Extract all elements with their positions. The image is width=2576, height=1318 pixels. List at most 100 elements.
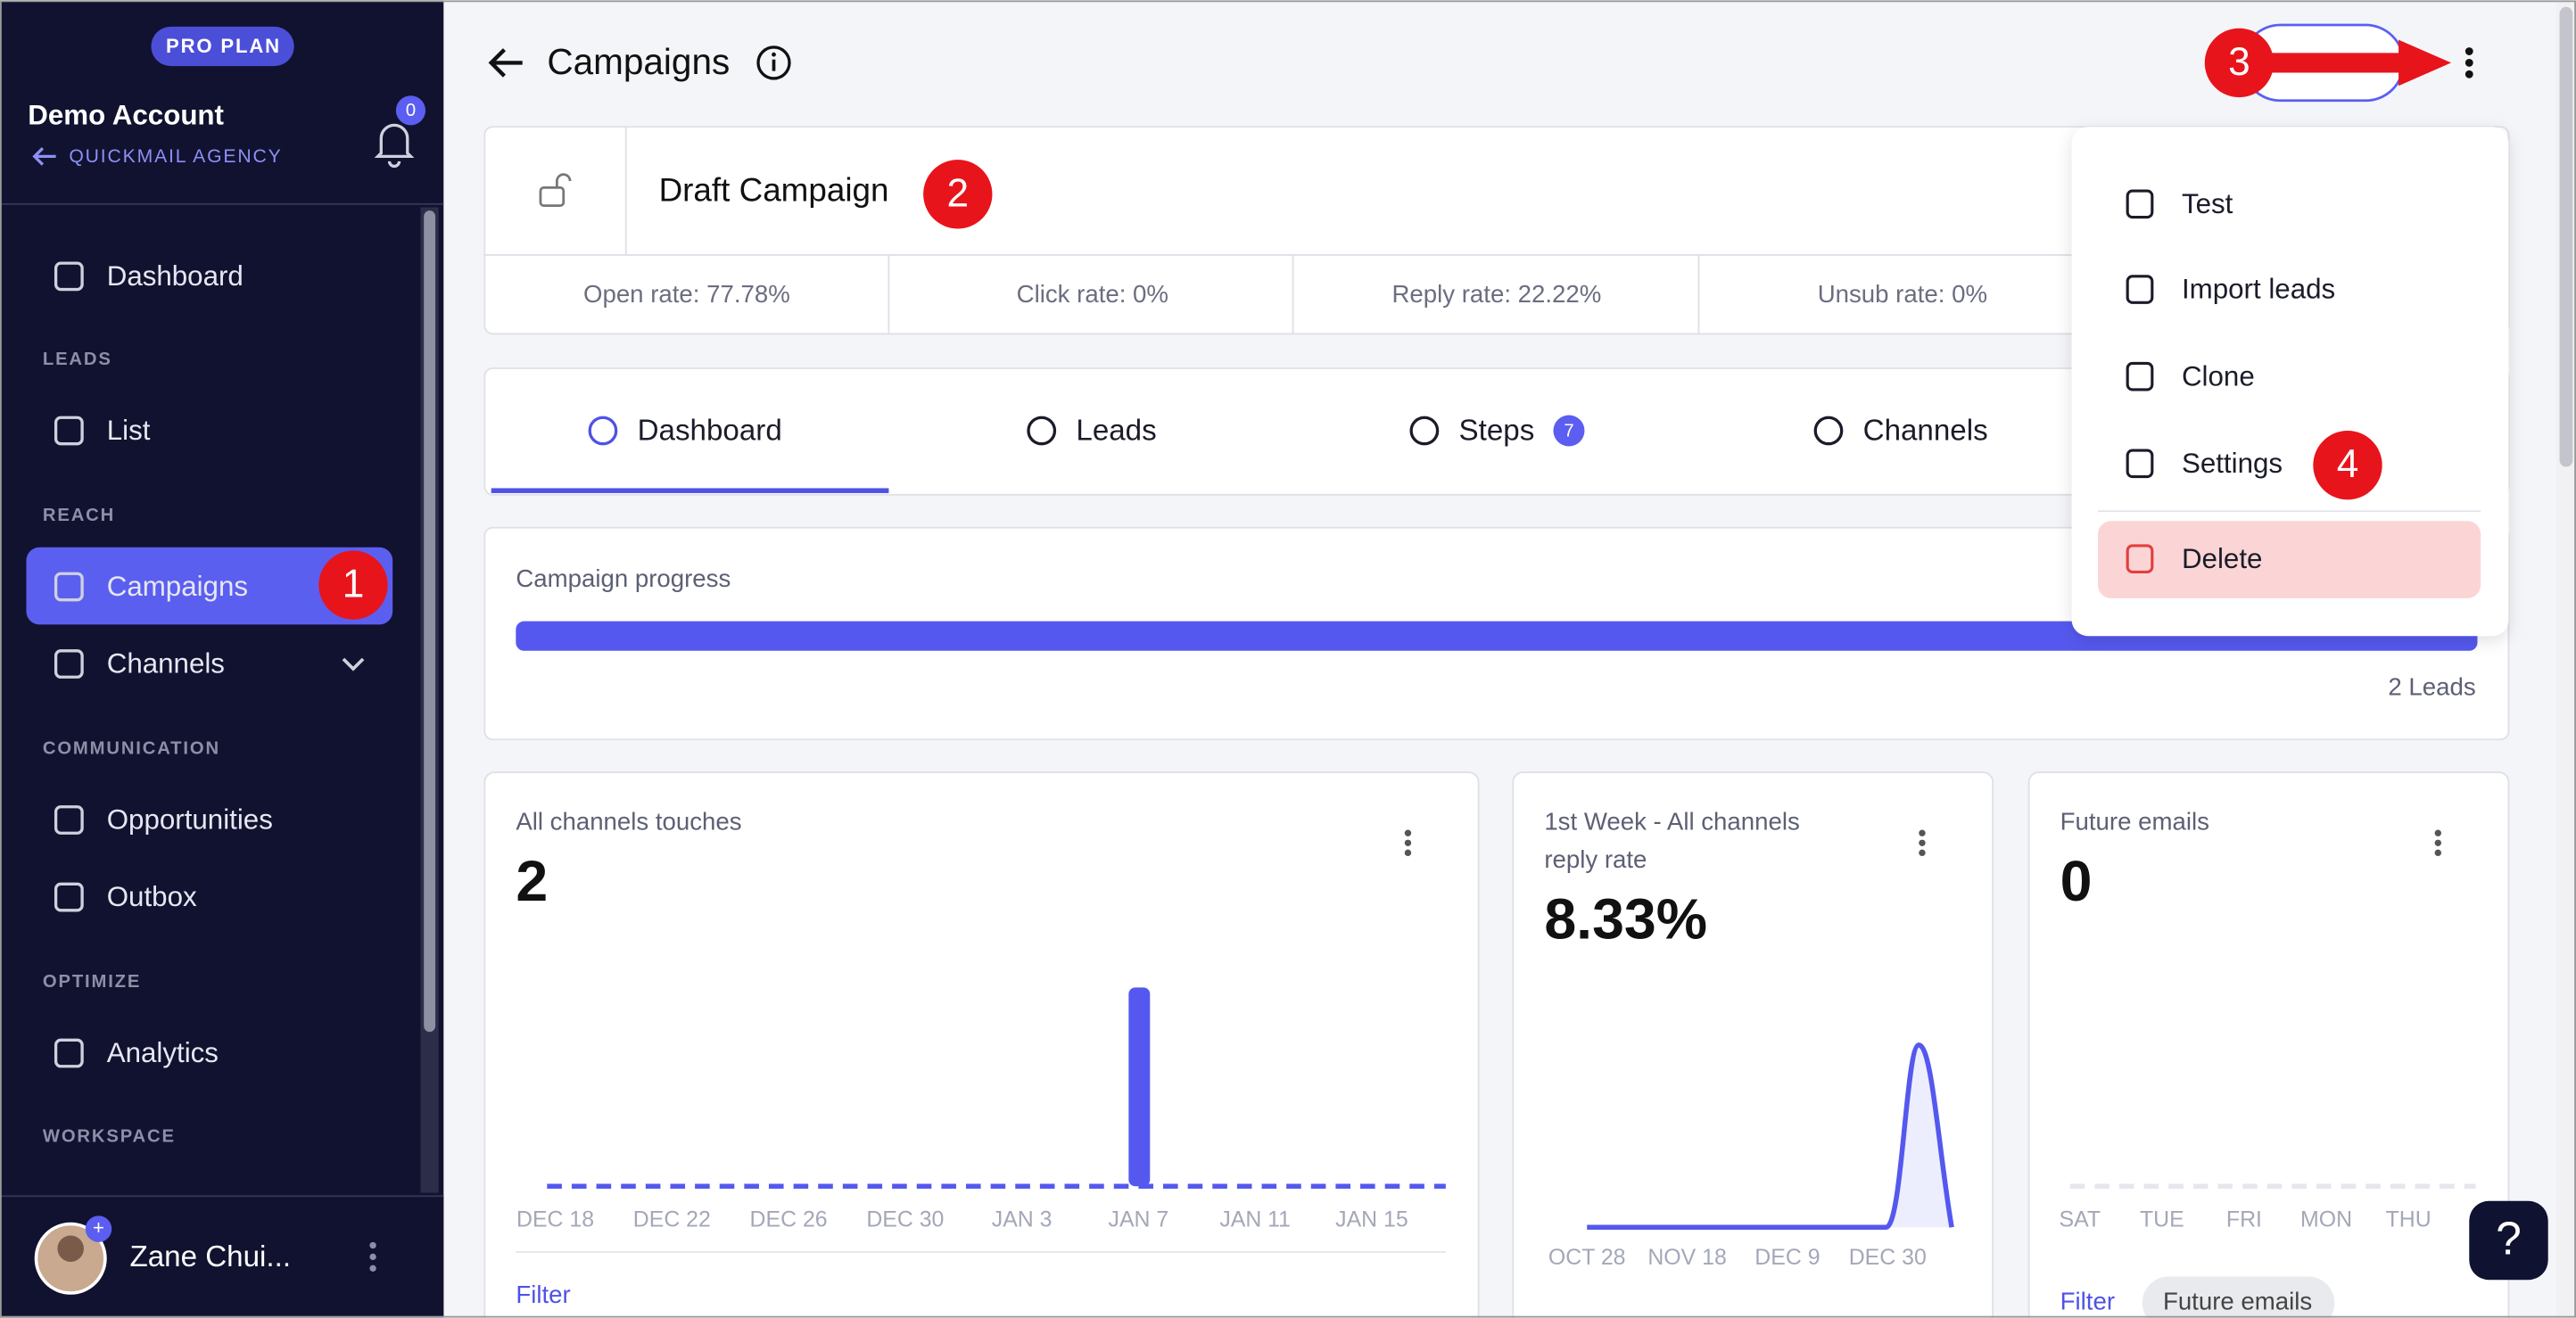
x-tick-label: DEC 22 bbox=[633, 1207, 711, 1232]
tab[interactable]: Dashboard bbox=[638, 415, 782, 448]
nav-icon bbox=[54, 882, 84, 912]
back-icon bbox=[32, 147, 56, 166]
tab-badge-label: 7 bbox=[1564, 421, 1573, 441]
chevron[interactable] bbox=[342, 657, 365, 671]
tab-icon bbox=[1813, 416, 1844, 446]
avatar-badge-label: + bbox=[93, 1216, 104, 1239]
nav-icon bbox=[54, 572, 84, 602]
notification-count: 0 bbox=[406, 101, 416, 120]
nav-icon bbox=[54, 649, 84, 679]
card-menu[interactable] bbox=[2434, 829, 2441, 857]
tab-icon bbox=[588, 416, 618, 446]
filter-link[interactable]: Filter bbox=[516, 1281, 570, 1308]
nav-item[interactable]: Channels bbox=[107, 648, 225, 680]
menu-item[interactable]: Import leads bbox=[2182, 274, 2335, 305]
card-menu[interactable] bbox=[1404, 829, 1412, 857]
page-title: Campaigns bbox=[547, 41, 730, 82]
nav-item[interactable]: Campaigns bbox=[107, 571, 248, 602]
x-tick-label: JAN 3 bbox=[992, 1207, 1053, 1232]
campaign-name[interactable]: Draft Campaign bbox=[659, 172, 889, 209]
tab-icon bbox=[1409, 416, 1440, 446]
stat: Open rate: 77.78% bbox=[583, 280, 790, 308]
annotations: 1 2 3 4 bbox=[318, 28, 2382, 620]
annotation-marker bbox=[318, 550, 388, 620]
info-icon-dot bbox=[772, 52, 776, 57]
more-button[interactable] bbox=[2465, 47, 2473, 78]
tab[interactable]: Channels bbox=[1863, 415, 1988, 448]
x-tick-label: JAN 11 bbox=[1219, 1207, 1291, 1232]
card-title: reply rate bbox=[1544, 845, 1647, 873]
sidebar bbox=[0, 0, 444, 1318]
nav-item[interactable]: Opportunities bbox=[107, 804, 273, 836]
stats: Open rate: 77.78% Click rate: 0% Reply rat… bbox=[583, 254, 2104, 334]
stat-card bbox=[1512, 771, 1994, 1318]
nav-item[interactable]: Outbox bbox=[107, 881, 197, 912]
stat-card bbox=[483, 771, 1480, 1318]
menu-icon bbox=[2126, 449, 2154, 479]
annotation-label: 4 bbox=[2337, 442, 2359, 486]
user-menu[interactable] bbox=[369, 1241, 376, 1273]
nav-icon bbox=[54, 1038, 84, 1068]
menu-icon bbox=[2126, 189, 2154, 219]
card-menu[interactable] bbox=[1919, 829, 1926, 857]
x-tick-label: JAN 15 bbox=[1335, 1207, 1408, 1232]
bell-icon[interactable] bbox=[374, 123, 415, 169]
page-scrollbar bbox=[2559, 6, 2573, 467]
nav-item[interactable]: Analytics bbox=[107, 1037, 219, 1068]
stat: Click rate: 0% bbox=[1017, 280, 1168, 308]
x-tick-label: THU bbox=[2386, 1207, 2432, 1232]
stat: Unsub rate: 0% bbox=[1818, 280, 1987, 308]
nav-icon bbox=[54, 805, 84, 835]
card-value: 0 bbox=[2060, 849, 2093, 913]
info-icon[interactable] bbox=[756, 45, 791, 80]
lock-icon[interactable] bbox=[539, 186, 566, 208]
agency-link[interactable]: QUICKMAIL AGENCY bbox=[69, 146, 282, 167]
card-title: 1st Week - All channels bbox=[1544, 807, 1799, 835]
filter-chip-label: Future emails bbox=[2163, 1287, 2312, 1314]
stat: Reply rate: 22.22% bbox=[1391, 280, 1601, 308]
nav-item[interactable]: List bbox=[107, 415, 151, 446]
progress-bar bbox=[516, 621, 2478, 651]
tab[interactable]: Steps bbox=[1459, 415, 1535, 448]
x-tick-label: FRI bbox=[2226, 1207, 2262, 1232]
menu-item[interactable]: Test bbox=[2182, 188, 2233, 219]
active-tab-indicator bbox=[491, 488, 889, 493]
nav-item[interactable]: Dashboard bbox=[107, 260, 244, 292]
sidebar-scrollbar bbox=[424, 210, 436, 1033]
x-tick-label: SAT bbox=[2060, 1207, 2101, 1232]
annotation-marker bbox=[2313, 430, 2382, 500]
plan-label: PRO PLAN bbox=[166, 35, 281, 57]
tab[interactable]: Leads bbox=[1076, 415, 1156, 448]
nav-section: REACH bbox=[43, 506, 115, 525]
menu-items: Test Import leads Clone Settings Delete bbox=[2126, 188, 2335, 574]
account-name[interactable]: Demo Account bbox=[28, 99, 224, 130]
nav-section: OPTIMIZE bbox=[43, 972, 141, 992]
help-button[interactable] bbox=[2469, 1200, 2548, 1281]
progress-leads: 2 Leads bbox=[2388, 672, 2475, 700]
nav-icon bbox=[54, 416, 84, 446]
card-value: 2 bbox=[516, 849, 548, 913]
card-value: 8.33% bbox=[1544, 887, 1707, 951]
user-name[interactable]: Zane Chui... bbox=[130, 1240, 292, 1273]
annotation-label: 3 bbox=[2228, 40, 2250, 84]
x-tick-label: JAN 7 bbox=[1109, 1207, 1169, 1232]
menu-item[interactable]: Delete bbox=[2182, 543, 2262, 574]
chart-area bbox=[1587, 1044, 1953, 1228]
back-button[interactable] bbox=[488, 48, 523, 78]
menu-item[interactable]: Clone bbox=[2182, 360, 2255, 391]
x-tick-label: TUE bbox=[2140, 1207, 2184, 1232]
x-tick-label: DEC 30 bbox=[1849, 1245, 1927, 1270]
nav: Dashboard LEADS List REACH Campaigns Channels… bbox=[26, 260, 393, 1146]
nav-icon bbox=[54, 261, 84, 292]
filter-link[interactable]: Filter bbox=[2060, 1287, 2115, 1314]
dropdown-menu bbox=[2071, 127, 2509, 637]
x-tick-label: DEC 9 bbox=[1754, 1245, 1820, 1270]
tab-badge bbox=[1553, 415, 1585, 447]
annotation-marker bbox=[2204, 28, 2275, 98]
avatar-face bbox=[57, 1235, 84, 1262]
tabs: Dashboard Leads Steps 7 Channels bbox=[588, 415, 1988, 448]
nav-section: LEADS bbox=[43, 350, 112, 369]
help-label: ? bbox=[2496, 1212, 2522, 1264]
menu-item[interactable]: Settings bbox=[2182, 448, 2283, 479]
filter-chip[interactable] bbox=[2142, 1276, 2335, 1318]
